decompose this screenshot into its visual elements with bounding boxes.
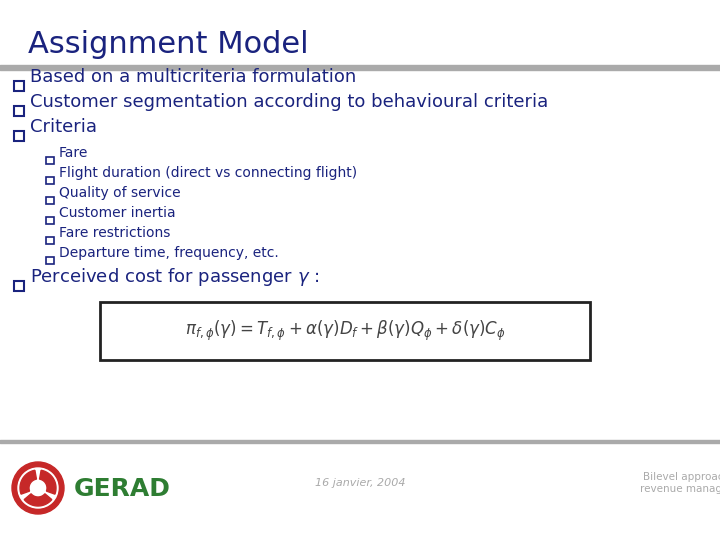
Text: Criteria: Criteria	[30, 118, 97, 136]
Bar	[14, 131, 24, 141]
Text: Based on a multicriteria formulation: Based on a multicriteria formulation	[30, 68, 356, 86]
Text: Customer segmentation according to behavioural criteria: Customer segmentation according to behav…	[30, 93, 548, 111]
Text: 16 janvier, 2004: 16 janvier, 2004	[315, 478, 405, 488]
Text: $\pi_{f,\phi}(\gamma) = T_{f,\phi} + \alpha(\gamma)D_f + \beta(\gamma)Q_\phi + \: $\pi_{f,\phi}(\gamma) = T_{f,\phi} + \al…	[184, 319, 505, 343]
Text: Quality of service: Quality of service	[59, 186, 181, 200]
Bar	[46, 237, 53, 244]
Text: Bilevel approaches to
revenue management: Bilevel approaches to revenue management	[640, 472, 720, 494]
Circle shape	[12, 462, 64, 514]
Text: GERAD: GERAD	[74, 477, 171, 501]
Polygon shape	[24, 494, 52, 506]
Bar	[46, 217, 53, 224]
Bar	[46, 157, 53, 164]
FancyBboxPatch shape	[100, 302, 590, 360]
Polygon shape	[40, 470, 56, 494]
Bar	[14, 106, 24, 116]
Text: Assignment Model: Assignment Model	[28, 30, 309, 59]
Circle shape	[18, 468, 58, 508]
Bar	[14, 81, 24, 91]
Text: Departure time, frequency, etc.: Departure time, frequency, etc.	[59, 246, 279, 260]
Polygon shape	[20, 470, 37, 494]
Text: Perceived cost for passenger $\gamma$ :: Perceived cost for passenger $\gamma$ :	[30, 266, 320, 288]
Text: Customer inertia: Customer inertia	[59, 206, 176, 220]
Text: Flight duration (direct vs connecting flight): Flight duration (direct vs connecting fl…	[59, 166, 357, 180]
Bar	[46, 256, 53, 264]
Bar	[46, 197, 53, 204]
Bar	[46, 177, 53, 184]
Text: Fare: Fare	[59, 146, 89, 160]
Bar	[14, 281, 24, 291]
Text: Fare restrictions: Fare restrictions	[59, 226, 171, 240]
